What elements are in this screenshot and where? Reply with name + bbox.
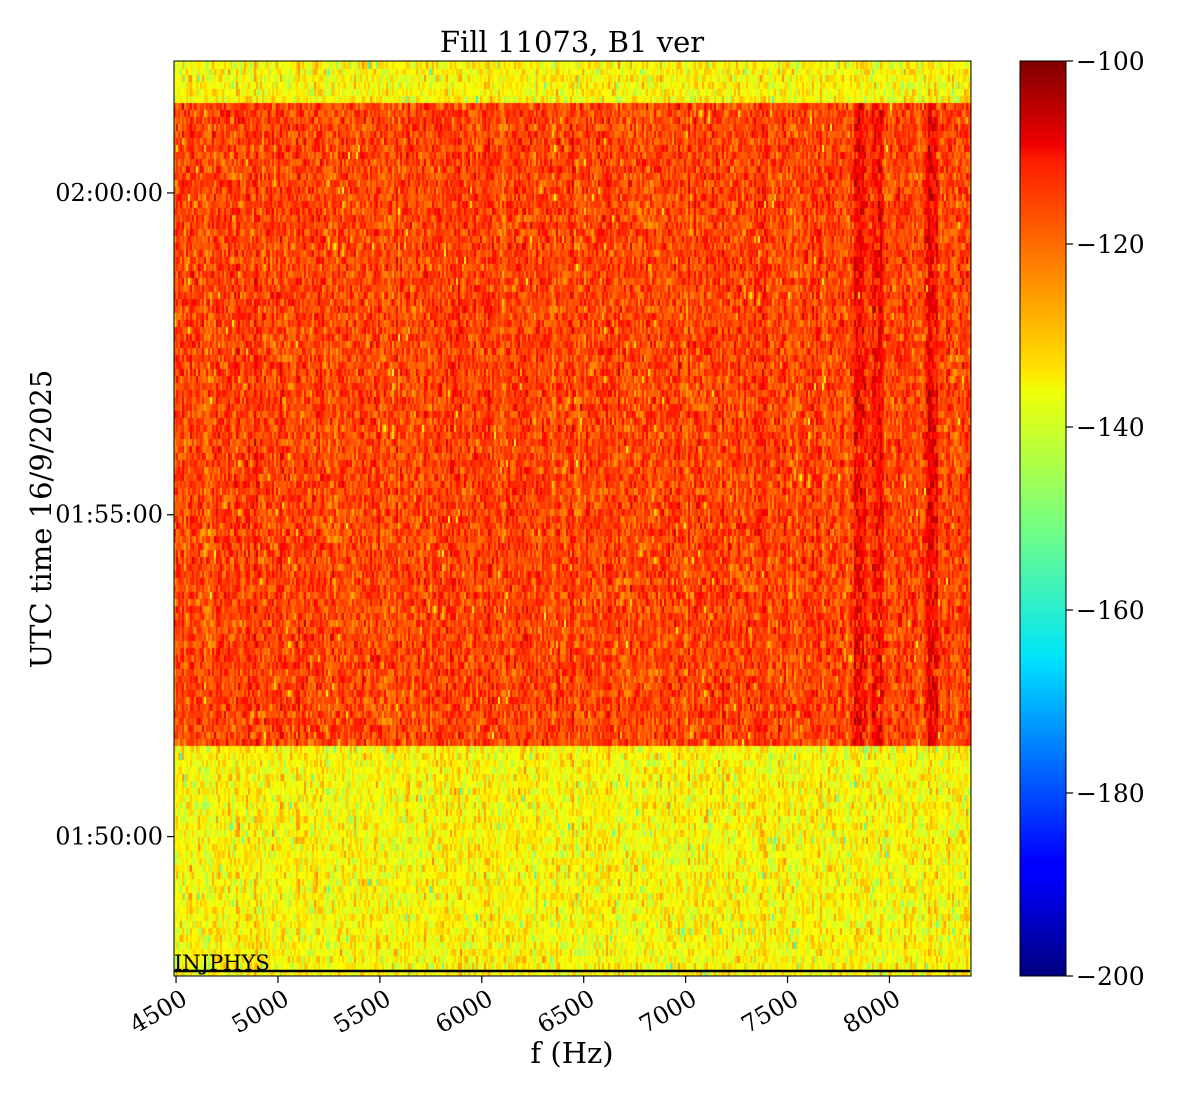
x-tick-label: 7500 — [736, 984, 803, 1039]
y-tick-label: 02:00:00 — [55, 179, 163, 207]
y-axis: 01:50:00 01:55:00 02:00:00 — [55, 179, 174, 851]
colorbar-tick-label: −140 — [1076, 413, 1145, 442]
x-tick-label: 8000 — [838, 984, 905, 1039]
y-tick-label: 01:50:00 — [55, 823, 163, 851]
y-tick-label: 01:55:00 — [55, 501, 163, 529]
x-tick-label: 5000 — [227, 984, 294, 1039]
x-tick-label: 6000 — [431, 984, 498, 1039]
colorbar-tick-label: −180 — [1076, 779, 1145, 808]
colorbar-tick-label: −160 — [1076, 596, 1145, 625]
plot-frame — [173, 60, 972, 977]
colorbar-ticks: −200 −180 −160 −140 −120 −100 — [1066, 47, 1145, 991]
colorbar — [1019, 60, 1067, 977]
x-tick-label: 6500 — [533, 984, 600, 1039]
x-tick-label: 4500 — [125, 984, 192, 1039]
annotation-label: INJPHYS — [174, 951, 270, 975]
y-axis-label: UTC time 16/9/2025 — [24, 370, 58, 669]
chart-title: Fill 11073, B1 ver — [440, 25, 704, 59]
x-axis: 4500 5000 5500 6000 6500 7000 7500 8000 — [125, 976, 905, 1039]
x-axis-label: f (Hz) — [530, 1036, 613, 1070]
heatmap — [174, 61, 971, 976]
colorbar-tick-label: −200 — [1076, 962, 1145, 991]
colorbar-tick-label: −100 — [1076, 47, 1145, 76]
x-tick-label: 7000 — [635, 984, 702, 1039]
colorbar-tick-label: −120 — [1076, 230, 1145, 259]
x-tick-label: 5500 — [329, 984, 396, 1039]
